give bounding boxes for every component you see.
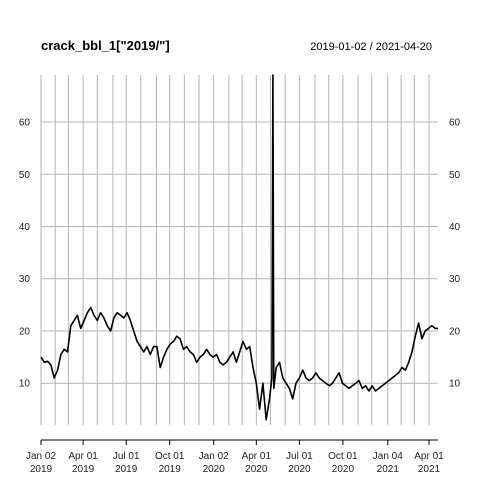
x-tick-year: 2019 [72, 464, 95, 475]
x-tick-label: Apr 01 [414, 451, 444, 462]
x-tick-year: 2019 [115, 464, 138, 475]
date-range: 2019-01-02 / 2021-04-20 [310, 41, 432, 53]
x-tick-year: 2020 [288, 464, 311, 475]
x-tick-label: Apr 01 [68, 451, 98, 462]
x-tick-label: Oct 01 [155, 451, 185, 462]
x-gridlines [40, 75, 430, 425]
y-tick-label-right: 10 [449, 379, 461, 390]
y-gridlines [41, 121, 438, 384]
x-tick-label: Oct 01 [328, 451, 358, 462]
x-tick-year: 2021 [418, 464, 441, 475]
y-tick-label-left: 30 [19, 274, 31, 285]
y-tick-label-right: 20 [449, 327, 461, 338]
y-tick-label-left: 50 [19, 170, 31, 181]
y-tick-label-right: 50 [449, 170, 461, 181]
x-axis: Jan 02 2019 Apr 01 2019 Jul 01 2019 Oct 01 2019… [26, 439, 444, 475]
x-tick-label: Jan 02 [26, 451, 56, 462]
y-tick-label-left: 10 [19, 379, 31, 390]
x-tick-year: 2020 [245, 464, 268, 475]
series-line [40, 74, 438, 421]
y-tick-label-left: 20 [19, 327, 31, 338]
y-axis-right: 10 20 30 40 50 60 [449, 118, 461, 390]
x-tick-year: 2020 [203, 464, 226, 475]
y-tick-label-right: 60 [449, 118, 461, 129]
y-tick-label-left: 60 [19, 118, 31, 129]
x-tick-label: Apr 01 [242, 451, 272, 462]
chart-title: crack_bbl_1["2019/"] [41, 38, 170, 53]
y-tick-label-right: 30 [449, 274, 461, 285]
x-tick-label: Jul 01 [286, 451, 313, 462]
y-axis-left: 10 20 30 40 50 60 [19, 118, 31, 390]
y-tick-label-right: 40 [449, 222, 461, 233]
x-tick-label: Jan 02 [199, 451, 229, 462]
x-tick-year: 2020 [332, 464, 355, 475]
series-group [40, 74, 438, 421]
x-tick-year: 2021 [377, 464, 400, 475]
x-tick-label: Jan 04 [373, 451, 403, 462]
x-tick-year: 2019 [159, 464, 182, 475]
x-tick-label: Jul 01 [113, 451, 140, 462]
y-tick-label-left: 40 [19, 222, 31, 233]
x-tick-year: 2019 [30, 464, 53, 475]
